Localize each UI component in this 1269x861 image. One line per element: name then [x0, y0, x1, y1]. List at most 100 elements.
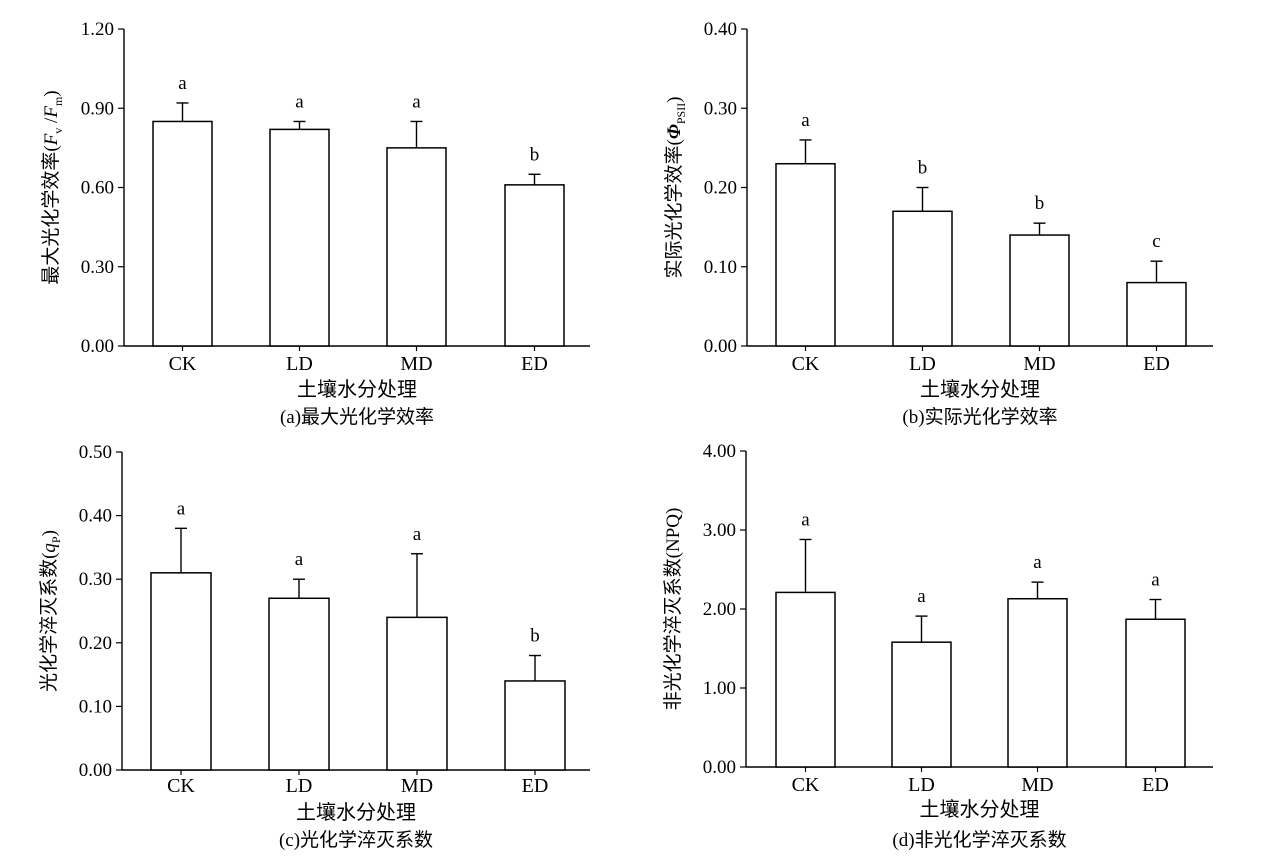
significance-label: a: [1033, 552, 1042, 573]
x-axis-title: 土壤水分处理: [920, 378, 1040, 401]
significance-label: a: [801, 509, 810, 530]
category-label: MD: [1021, 774, 1053, 796]
y-axis-title-part: 非光化学淬灭系数(NPQ): [662, 508, 684, 711]
y-tick-label: 4.00: [703, 441, 736, 462]
y-axis-title-part: F: [41, 133, 62, 146]
panel-caption: (b)实际光化学效率: [902, 406, 1057, 428]
panel-a: 0.00 0.30 0.60 0.90 1.20 a CK a LD a MD b ED 土壤水分处理 (a…: [40, 19, 590, 428]
y-axis-title-part: Φ: [664, 124, 685, 139]
bar-ck: [775, 162, 836, 347]
category-label: ED: [521, 353, 548, 375]
category-label: ED: [522, 775, 549, 797]
bar-ld: [891, 641, 952, 768]
y-tick-label: 0.00: [704, 336, 737, 357]
y-tick-label: 0.00: [703, 757, 736, 778]
bar-ed: [1125, 618, 1186, 768]
significance-label: a: [295, 549, 304, 570]
category-label: CK: [792, 353, 820, 375]
y-axis-title-part: /: [41, 117, 62, 128]
category-label: LD: [286, 353, 313, 375]
y-axis-title-part: ): [664, 97, 685, 103]
category-label: LD: [908, 774, 935, 796]
panel-caption: (d)非光化学淬灭系数: [892, 829, 1066, 851]
x-axis-title: 土壤水分处理: [296, 801, 416, 824]
bar-ck: [152, 120, 213, 347]
bar-ed: [1126, 281, 1187, 347]
category-label: LD: [909, 353, 936, 375]
y-tick-label: 0.00: [81, 336, 114, 357]
y-axis-title: 实际光化学效率(ΦPSII): [663, 97, 688, 279]
category-label: MD: [401, 775, 433, 797]
panel-b: 0.00 0.10 0.20 0.30 0.40 a CK b LD b MD c ED 土壤水分处理 (b…: [663, 19, 1213, 428]
category-label: CK: [169, 353, 197, 375]
y-axis-title-part: v: [51, 128, 65, 134]
y-axis-title: 最大光化学效率(Fv /Fm): [40, 90, 65, 284]
significance-label: a: [1151, 570, 1160, 591]
significance-label: a: [413, 524, 422, 545]
bar-ld: [892, 210, 953, 347]
x-axis-title: 土壤水分处理: [920, 798, 1040, 821]
y-axis-title: 光化学淬灭系数(qP): [38, 530, 63, 692]
category-label: CK: [792, 774, 820, 796]
y-tick-label: 0.10: [79, 696, 112, 717]
panel-c: 0.00 0.10 0.20 0.30 0.40 0.50 a CK a LD a MD b ED 土壤水分…: [38, 442, 590, 851]
significance-label: b: [530, 144, 540, 165]
y-tick-label: 0.10: [704, 257, 737, 278]
y-tick-label: 1.00: [703, 678, 736, 699]
significance-label: a: [917, 586, 926, 607]
y-axis-title-part: q: [39, 543, 60, 553]
y-axis-title-part: 实际光化学效率(: [663, 139, 685, 278]
y-axis-title-part: ): [41, 90, 62, 96]
y-tick-label: 0.30: [79, 569, 112, 590]
significance-label: b: [530, 626, 540, 647]
panel-caption: (c)光化学淬灭系数: [279, 829, 433, 851]
y-axis-title-part: 光化学淬灭系数(: [38, 553, 60, 692]
y-tick-label: 2.00: [703, 599, 736, 620]
category-label: ED: [1143, 353, 1170, 375]
y-axis-title-part: PSII: [674, 103, 688, 124]
significance-label: a: [412, 91, 421, 112]
category-label: CK: [167, 775, 195, 797]
category-label: LD: [286, 775, 313, 797]
bar-ck: [775, 591, 836, 768]
y-tick-label: 0.90: [81, 98, 114, 119]
y-tick-label: 0.20: [79, 633, 112, 654]
bar-ck: [150, 572, 212, 771]
significance-label: a: [177, 498, 186, 519]
y-axis-title-part: P: [49, 536, 63, 543]
bar-ld: [269, 128, 330, 347]
y-tick-label: 0.30: [81, 257, 114, 278]
y-tick-label: 0.60: [81, 178, 114, 199]
y-tick-label: 1.20: [81, 19, 114, 40]
panel-caption: (a)最大光化学效率: [280, 406, 434, 428]
bar-ed: [504, 184, 565, 347]
y-axis-title-part: m: [51, 96, 65, 106]
y-tick-label: 0.30: [704, 98, 737, 119]
x-axis-title: 土壤水分处理: [297, 378, 417, 401]
bar-md: [1007, 597, 1068, 768]
bar-md: [386, 616, 448, 771]
significance-label: c: [1152, 231, 1160, 252]
bar-ed: [504, 680, 566, 771]
y-axis-title-part: F: [41, 106, 62, 119]
significance-label: a: [295, 91, 304, 112]
category-label: ED: [1142, 774, 1169, 796]
category-label: MD: [1023, 353, 1055, 375]
y-tick-label: 0.40: [704, 19, 737, 40]
y-axis-title: 非光化学淬灭系数(NPQ): [662, 508, 684, 711]
significance-label: a: [801, 110, 810, 131]
bar-md: [1009, 234, 1070, 347]
significance-label: b: [1035, 193, 1045, 214]
significance-label: a: [178, 73, 187, 94]
y-tick-label: 0.40: [79, 506, 112, 527]
significance-label: b: [918, 158, 928, 179]
category-label: MD: [400, 353, 432, 375]
y-tick-label: 0.00: [79, 760, 112, 781]
y-axis-title-part: 最大光化学效率(: [40, 145, 62, 284]
y-tick-label: 3.00: [703, 520, 736, 541]
bar-ld: [268, 597, 330, 771]
y-tick-label: 0.20: [704, 178, 737, 199]
panel-d: 0.00 1.00 2.00 3.00 4.00 a CK a LD a MD a ED 土壤水分处理 (d…: [662, 441, 1213, 851]
bar-md: [386, 147, 447, 347]
